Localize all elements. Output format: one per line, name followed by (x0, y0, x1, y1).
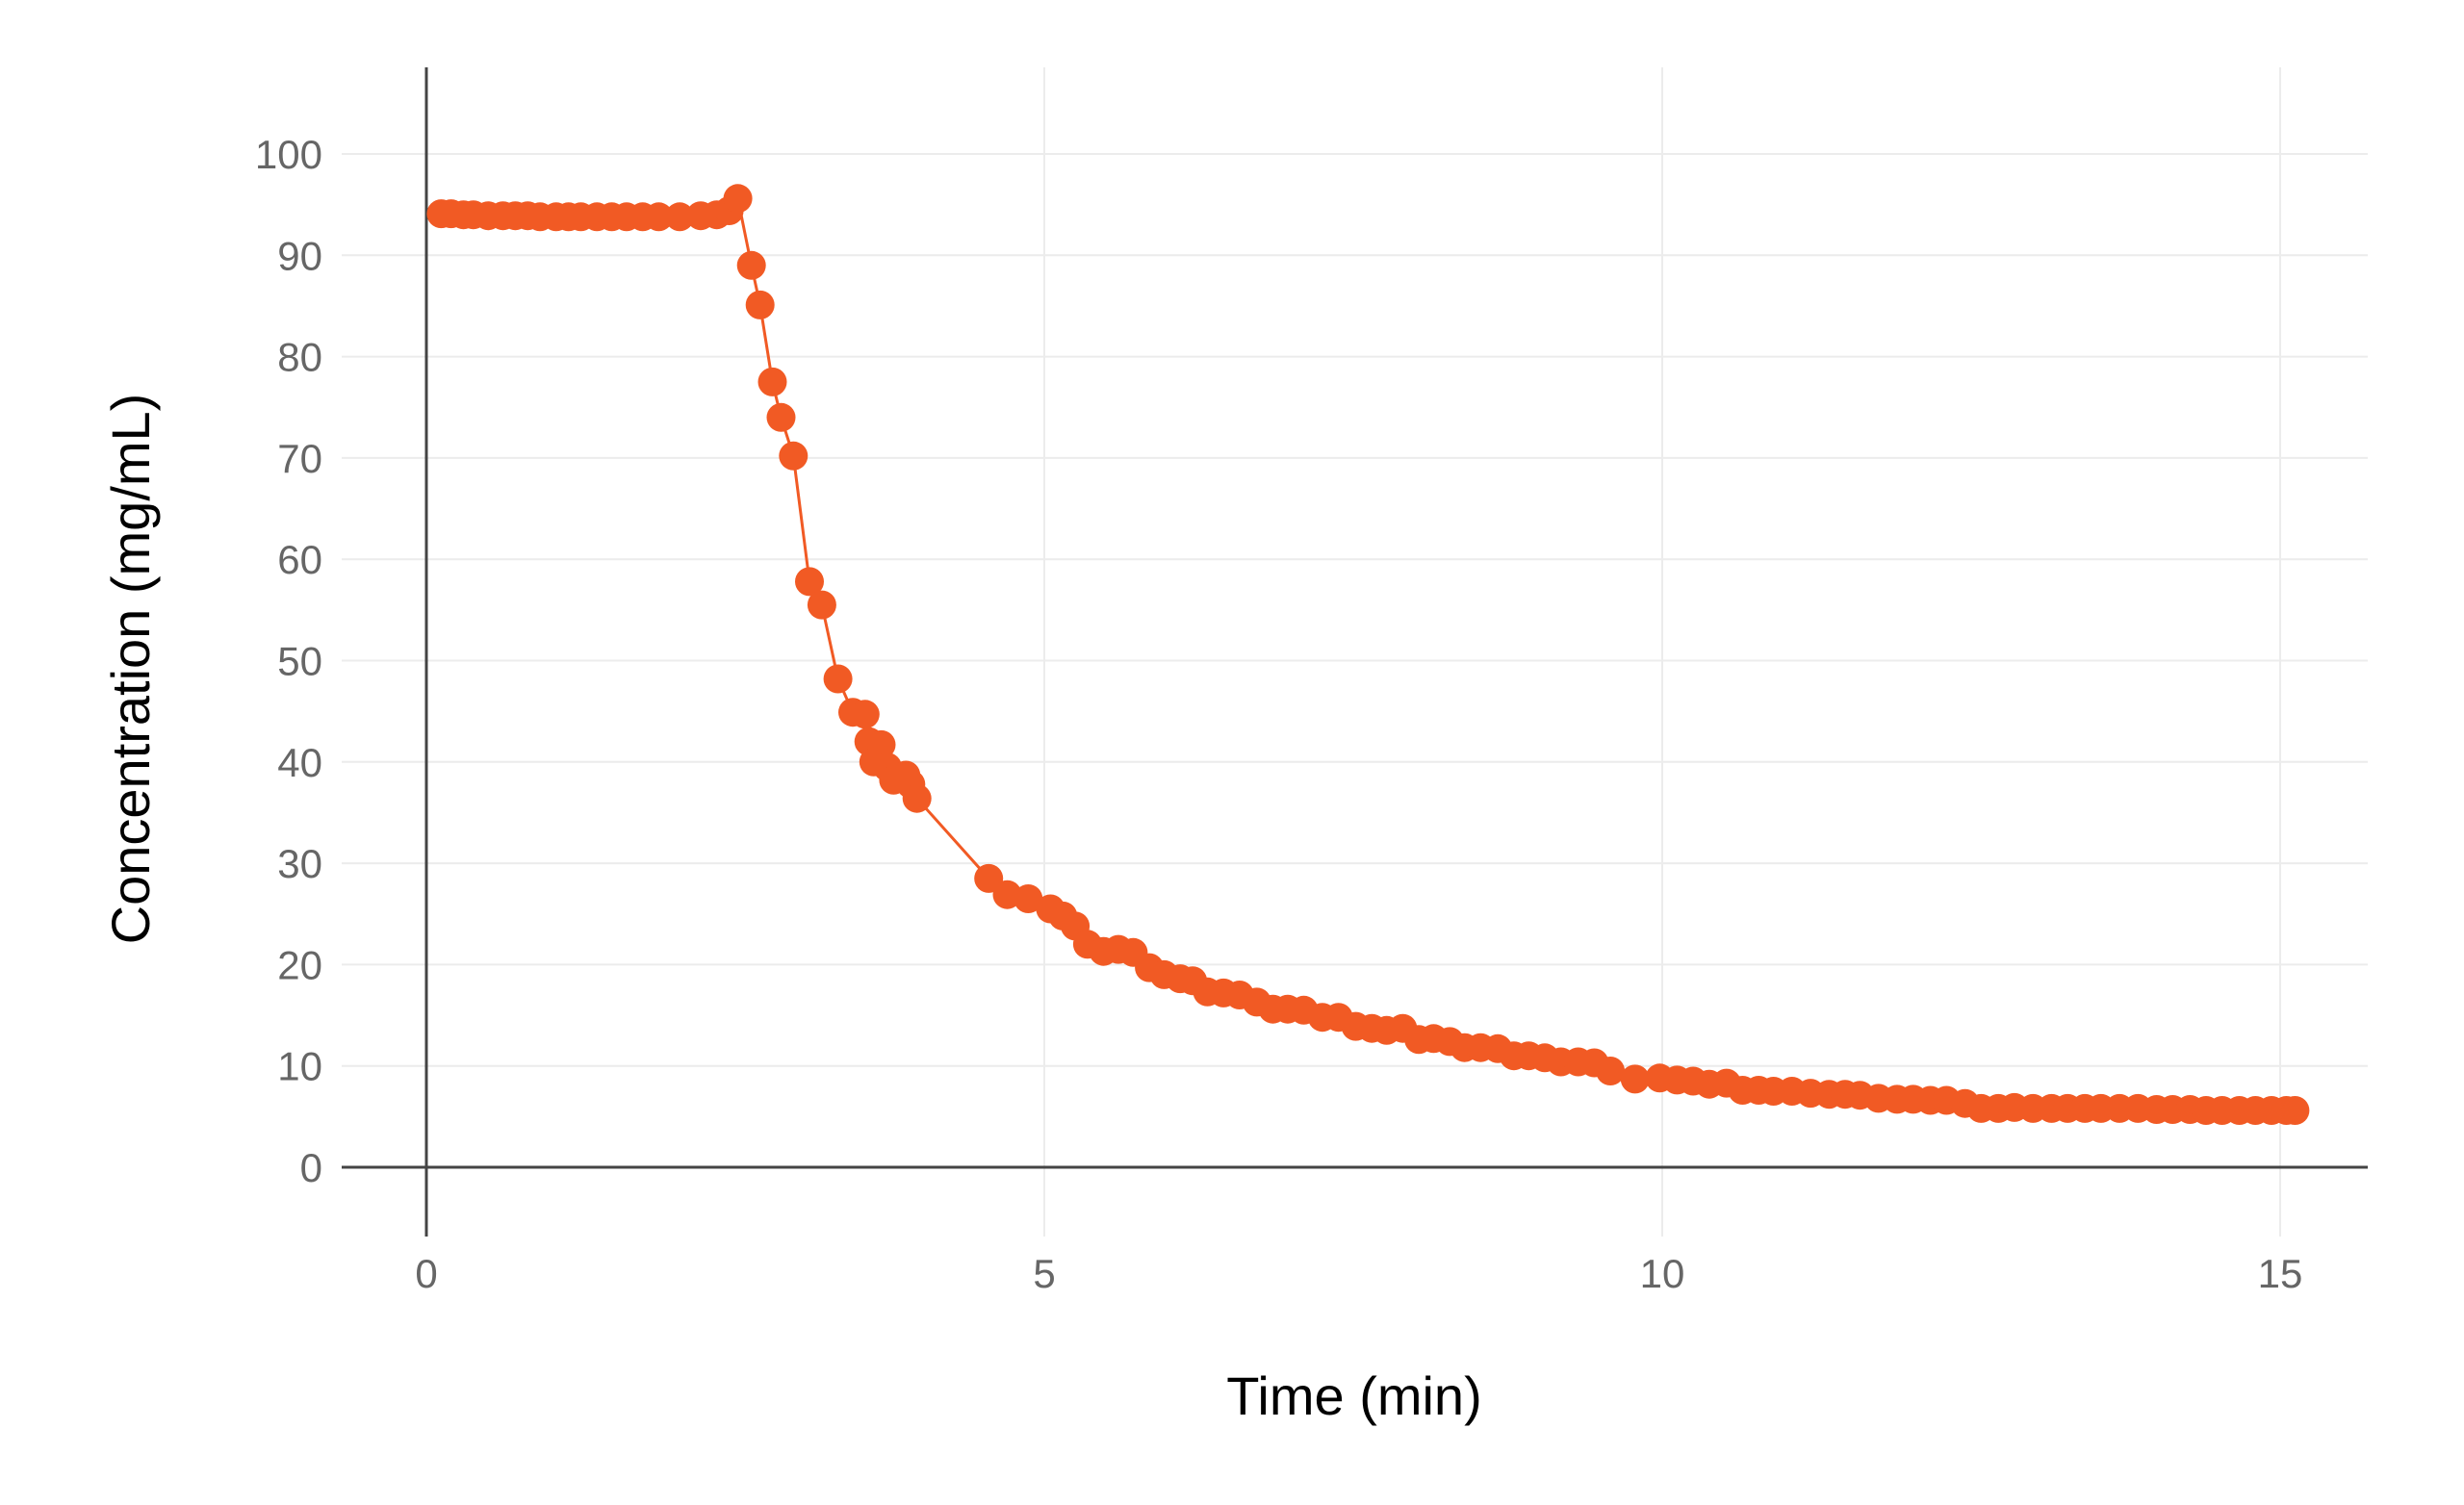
x-tick-label-15: 15 (2258, 1251, 2303, 1296)
data-point-27 (795, 567, 824, 597)
data-point-29 (823, 664, 853, 694)
y-tick-label-20: 20 (277, 942, 322, 987)
data-point-31 (850, 700, 880, 729)
axis-layer (342, 67, 2368, 1237)
y-tick-label-90: 90 (277, 233, 322, 278)
x-axis-title: Time (min) (1226, 1365, 1481, 1426)
series-points-layer (426, 184, 2310, 1125)
y-tick-label-70: 70 (277, 436, 322, 481)
y-axis-title: Concentration (mg/mL) (100, 394, 161, 945)
data-point-40 (974, 863, 1004, 893)
data-point-39 (902, 783, 932, 813)
y-tick-label-50: 50 (277, 639, 322, 684)
data-point-42 (1014, 884, 1043, 913)
y-tick-label-0: 0 (300, 1145, 322, 1190)
y-tick-label-80: 80 (277, 335, 322, 380)
y-tick-label-60: 60 (277, 537, 322, 582)
data-point-26 (779, 441, 808, 471)
data-point-23 (745, 290, 775, 319)
tick-label-layer: 0 10 20 30 40 50 60 70 80 90 100 0 5 10 15 (255, 132, 2302, 1296)
data-point-80 (1620, 1064, 1650, 1094)
grid-layer (342, 67, 2368, 1237)
data-point-21 (723, 184, 753, 214)
data-point-22 (736, 250, 766, 280)
data-point-28 (807, 590, 836, 620)
y-tick-label-10: 10 (277, 1044, 322, 1089)
data-point-17 (665, 202, 695, 232)
y-tick-label-30: 30 (277, 841, 322, 886)
x-tick-label-0: 0 (415, 1251, 437, 1296)
y-tick-label-100: 100 (255, 132, 322, 177)
data-point-119 (2280, 1096, 2310, 1125)
data-point-79 (1596, 1057, 1626, 1085)
x-tick-label-10: 10 (1640, 1251, 1685, 1296)
x-tick-label-5: 5 (1033, 1251, 1055, 1296)
series-line-0 (441, 194, 2296, 1112)
data-point-24 (757, 367, 787, 396)
data-point-25 (766, 402, 796, 432)
series-line-layer (441, 194, 2296, 1112)
data-point-16 (644, 202, 674, 232)
y-tick-label-40: 40 (277, 740, 322, 785)
